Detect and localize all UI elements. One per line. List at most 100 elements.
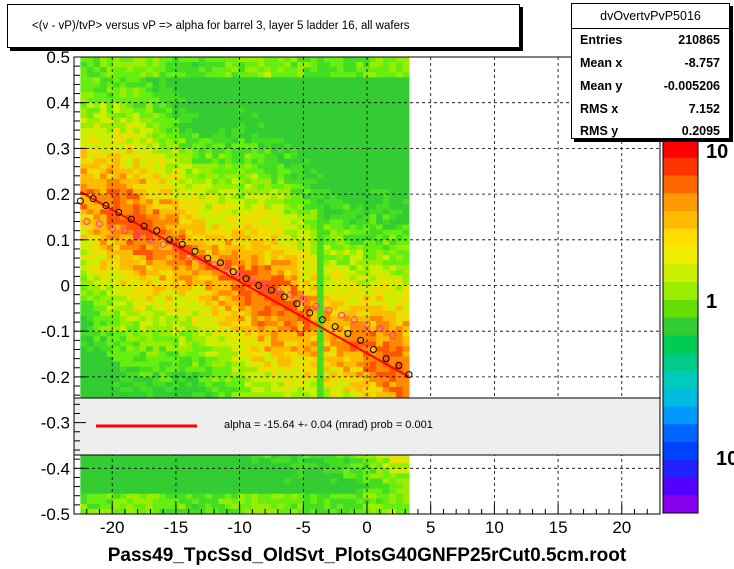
heatmap-cell	[231, 244, 239, 251]
heatmap-cell	[376, 57, 384, 63]
heatmap-cell	[139, 270, 147, 276]
color-scale-label: 10	[716, 448, 734, 470]
heatmap-cell	[369, 72, 377, 78]
heatmap-cell	[343, 67, 351, 73]
heatmap-cell	[218, 341, 226, 347]
heatmap-cell	[251, 133, 259, 139]
heatmap-cell	[284, 275, 292, 281]
heatmap-cell	[86, 158, 94, 165]
heatmap-cell	[146, 265, 154, 271]
heatmap-cell	[336, 153, 344, 159]
heatmap-cell	[192, 189, 200, 195]
heatmap-cell	[297, 138, 305, 144]
heatmap-cell	[284, 508, 292, 515]
heatmap-cell	[178, 503, 186, 510]
heatmap-cell	[382, 82, 390, 88]
heatmap-cell	[303, 67, 311, 73]
heatmap-cell	[376, 503, 384, 510]
heatmap-cell	[93, 107, 101, 114]
heatmap-cell	[152, 305, 160, 312]
heatmap-cell	[257, 331, 265, 337]
heatmap-cell	[172, 351, 180, 357]
heatmap-cell	[317, 305, 324, 312]
heatmap-cell	[139, 493, 147, 500]
heatmap-cell	[198, 239, 206, 246]
heatmap-cell	[389, 249, 397, 256]
heatmap-cell	[80, 77, 88, 83]
heatmap-cell	[264, 381, 272, 388]
heatmap-cell	[277, 326, 285, 332]
heatmap-cell	[257, 285, 265, 291]
heatmap-cell	[159, 123, 167, 129]
heatmap-cell	[178, 234, 186, 241]
heatmap-cell	[106, 493, 114, 500]
heatmap-cell	[277, 107, 285, 114]
heatmap-cell	[152, 194, 160, 200]
heatmap-cell	[231, 387, 239, 393]
heatmap-cell	[231, 290, 239, 297]
heatmap-cell	[80, 392, 88, 398]
heatmap-cell	[330, 67, 338, 73]
heatmap-cell	[310, 351, 318, 357]
heatmap-cell	[244, 199, 252, 205]
heatmap-cell	[119, 92, 127, 99]
heatmap-cell	[323, 453, 331, 459]
heatmap-cell	[369, 229, 377, 236]
heatmap-cell	[132, 376, 140, 383]
heatmap-cell	[389, 158, 397, 165]
heatmap-cell	[310, 346, 318, 352]
heatmap-cell	[402, 178, 410, 185]
heatmap-cell	[277, 458, 285, 464]
heatmap-cell	[402, 295, 410, 302]
heatmap-cell	[376, 224, 384, 231]
color-scale-cell	[663, 370, 698, 390]
heatmap-cell	[192, 376, 200, 383]
heatmap-cell	[244, 371, 252, 378]
heatmap-cell	[251, 315, 259, 322]
heatmap-cell	[185, 87, 193, 93]
heatmap-cell	[284, 453, 292, 459]
heatmap-cell	[146, 376, 154, 383]
heatmap-cell	[80, 199, 88, 205]
heatmap-cell	[100, 346, 108, 352]
heatmap-cell	[382, 463, 390, 469]
heatmap-cell	[310, 275, 318, 281]
heatmap-cell	[343, 503, 351, 510]
heatmap-cell	[323, 107, 331, 114]
heatmap-cell	[218, 163, 226, 170]
heatmap-cell	[277, 453, 285, 459]
heatmap-cell	[389, 123, 397, 129]
heatmap-cell	[317, 310, 324, 317]
heatmap-cell	[192, 239, 200, 246]
heatmap-cell	[238, 158, 246, 165]
heatmap-cell	[395, 244, 403, 251]
heatmap-cell	[349, 468, 357, 474]
heatmap-cell	[330, 77, 338, 83]
heatmap-cell	[343, 387, 351, 393]
heatmap-cell	[244, 112, 252, 119]
profile-black-point	[267, 286, 275, 294]
heatmap-cell	[336, 62, 344, 68]
heatmap-cell	[330, 493, 338, 500]
heatmap-cell	[198, 387, 206, 393]
heatmap-cell	[192, 305, 200, 312]
heatmap-cell	[218, 128, 226, 134]
heatmap-cell	[100, 468, 108, 474]
heatmap-cell	[402, 107, 410, 114]
heatmap-cell	[146, 163, 154, 170]
heatmap-cell	[192, 117, 200, 124]
heatmap-cell	[264, 72, 272, 78]
heatmap-cell	[139, 143, 147, 149]
heatmap-cell	[224, 138, 232, 144]
heatmap-cell	[185, 168, 193, 175]
heatmap-cell	[363, 209, 370, 215]
heatmap-cell	[363, 249, 370, 256]
heatmap-cell	[119, 453, 127, 459]
heatmap-cell	[93, 381, 101, 388]
heatmap-cell	[106, 239, 114, 246]
heatmap-cell	[100, 153, 108, 159]
heatmap-cell	[231, 97, 239, 104]
heatmap-cell	[349, 194, 357, 200]
heatmap-cell	[376, 209, 384, 215]
heatmap-cell	[395, 214, 403, 220]
